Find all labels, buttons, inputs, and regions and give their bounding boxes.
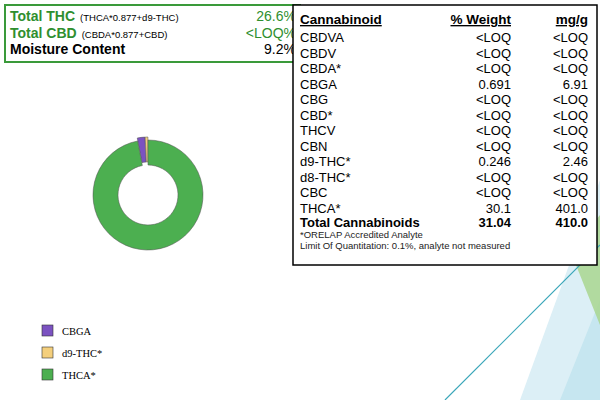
row-value: <LOQ	[553, 123, 588, 138]
deco-shape	[560, 300, 600, 400]
page: Total THC (THCA*0.877+d9-THC) 26.6% Total C…	[0, 0, 600, 400]
row-value: <LOQ	[553, 61, 588, 76]
summary-label: Moisture Content	[10, 41, 125, 57]
row-value: 6.91	[563, 77, 588, 92]
summary-label: Total THC (THCA*0.877+d9-THC)	[10, 8, 179, 24]
row-value: <LOQ	[553, 92, 588, 107]
row-value: <LOQ	[553, 30, 588, 45]
legend-label: THCA*	[62, 370, 96, 381]
row-name: CBDA*	[300, 61, 341, 76]
row-value: <LOQ	[476, 61, 511, 76]
row-value: <LOQ	[553, 46, 588, 61]
donut-slice	[84, 131, 213, 260]
row-value: <LOQ	[476, 123, 511, 138]
row-name: THCV	[300, 123, 336, 138]
row-value: 0.246	[478, 154, 511, 169]
table-note: Limit Of Quantitation: 0.1%, analyte not…	[300, 240, 510, 251]
summary-box	[5, 5, 300, 62]
row-value: 2.46	[563, 154, 588, 169]
row-value: 30.1	[486, 201, 511, 216]
deco-line	[445, 245, 600, 400]
summary-value: 9.2%	[264, 41, 296, 57]
total-name: Total Cannabinoids	[300, 215, 420, 230]
summary-label-text: Moisture Content	[10, 41, 125, 57]
row-name: d8-THC*	[300, 170, 351, 185]
row-name: CBDVA	[300, 30, 344, 45]
row-value: <LOQ	[476, 92, 511, 107]
results-table: Cannabinoid% Weightmg/gCBDVA<LOQ<LOQCBDV…	[293, 5, 597, 265]
row-value: 401.0	[555, 201, 588, 216]
summary-value: <LOQ%	[246, 25, 296, 41]
row-value: <LOQ	[553, 170, 588, 185]
row-value: <LOQ	[476, 185, 511, 200]
row-value: <LOQ	[476, 108, 511, 123]
legend-swatch	[42, 325, 53, 336]
summary-value: 26.6%	[256, 8, 296, 24]
summary-label-text: Total CBD	[10, 25, 77, 41]
legend-label: d9-THC*	[62, 348, 102, 359]
table-header: mg/g	[556, 12, 588, 27]
row-value: 0.691	[478, 77, 511, 92]
summary-formula: (CBDA*0.877+CBD)	[82, 29, 168, 40]
legend-label: CBGA	[62, 326, 92, 337]
total-value: 410.0	[555, 215, 588, 230]
table-note: *ORELAP Accredited Analyte	[300, 229, 423, 240]
row-value: <LOQ	[476, 46, 511, 61]
table-header: % Weight	[451, 12, 512, 27]
row-value: <LOQ	[476, 30, 511, 45]
summary-formula: (THCA*0.877+d9-THC)	[80, 12, 178, 23]
row-name: CBC	[300, 185, 327, 200]
legend-swatch	[42, 369, 53, 380]
row-value: <LOQ	[476, 139, 511, 154]
total-value: 31.04	[478, 215, 511, 230]
canvas: Total THC (THCA*0.877+d9-THC) 26.6% Total C…	[0, 0, 600, 400]
row-value: <LOQ	[553, 108, 588, 123]
row-value: <LOQ	[476, 170, 511, 185]
row-value: <LOQ	[553, 139, 588, 154]
row-name: CBN	[300, 139, 327, 154]
donut	[83, 128, 212, 260]
row-name: CBD*	[300, 108, 333, 123]
row-name: d9-THC*	[300, 154, 351, 169]
legend: CBGA d9-THC* THCA*	[42, 325, 102, 381]
summary-label: Total CBD (CBDA*0.877+CBD)	[10, 25, 167, 41]
row-name: THCA*	[300, 201, 340, 216]
table-box	[293, 5, 597, 265]
summary-label-text: Total THC	[10, 8, 75, 24]
row-name: CBG	[300, 92, 328, 107]
legend-swatch	[42, 347, 53, 358]
row-name: CBDV	[300, 46, 336, 61]
row-name: CBGA	[300, 77, 337, 92]
table-header: Cannabinoid	[300, 12, 382, 27]
row-value: <LOQ	[553, 185, 588, 200]
